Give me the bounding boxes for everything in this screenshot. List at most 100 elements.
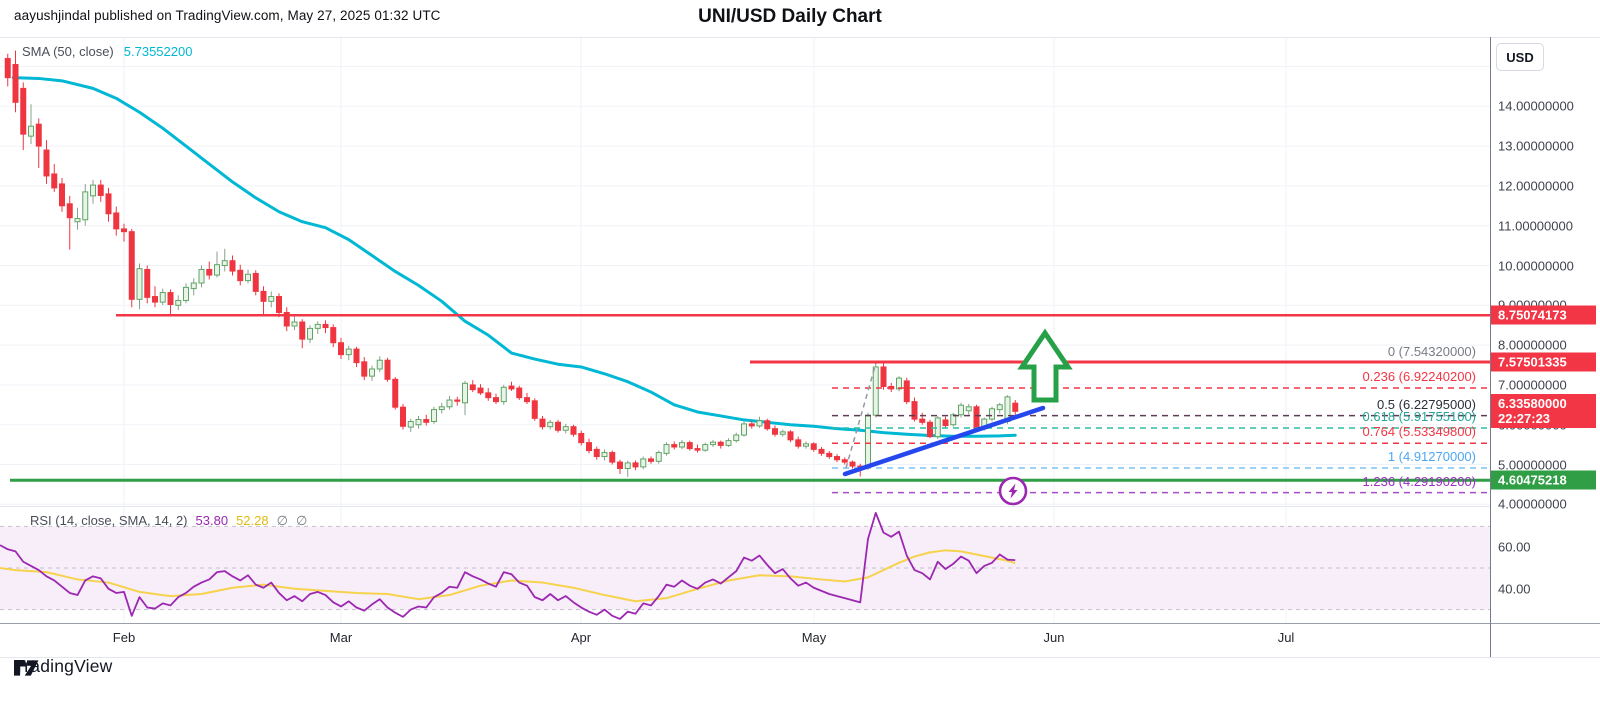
widget-bottom-border (0, 657, 1600, 658)
candle-down (849, 461, 856, 467)
candle-up (214, 264, 220, 276)
time-axis-label-jul: Jul (1277, 630, 1295, 645)
time-axis-label-may: May (801, 630, 827, 645)
up-arrow-annotation[interactable] (1017, 328, 1073, 403)
candle-down (810, 443, 817, 450)
fib-anchor-diagonal[interactable] (845, 362, 877, 469)
pane-separator[interactable] (0, 506, 1490, 507)
price-axis-tick: 14.00000000 (1498, 98, 1574, 114)
candle-up (989, 408, 995, 420)
candle-up (733, 434, 740, 442)
candle-up (958, 404, 964, 416)
candle-down (493, 397, 499, 403)
candle-up (950, 414, 957, 426)
candle-down (903, 380, 910, 403)
price-axis-border[interactable] (1490, 37, 1491, 657)
candle-down (1012, 402, 1019, 412)
candle-up (268, 296, 275, 302)
sma-legend-label: SMA (50, close) (22, 44, 114, 59)
candle-up (431, 409, 437, 423)
candle-down (353, 348, 360, 364)
candle-up (996, 404, 1003, 411)
candle-down (485, 392, 492, 399)
bar-countdown-timer: 22:27:23 (1498, 411, 1551, 427)
candle-up (245, 273, 251, 282)
candle-down (12, 64, 19, 103)
time-axis-label-mar: Mar (329, 630, 353, 645)
candle-down (508, 385, 515, 390)
pane-top-border (0, 37, 1600, 38)
candle-down (384, 359, 391, 380)
candle-up (779, 431, 786, 435)
candle-down (66, 203, 73, 219)
candle-up (28, 125, 34, 137)
candle-down (617, 461, 623, 469)
candle-down (609, 452, 616, 463)
candle-up (82, 191, 89, 221)
candle-down (121, 228, 127, 233)
candle-down (206, 268, 213, 276)
candle-down (97, 184, 104, 196)
ascending-trendline[interactable] (842, 405, 1046, 477)
candle-up (159, 292, 166, 303)
price-level-badge: 7.57501335 (1491, 352, 1596, 372)
candle-down (299, 321, 306, 340)
candle-up (90, 184, 96, 197)
price-axis-tick: 5.00000000 (1498, 457, 1567, 472)
candle-down (911, 401, 918, 420)
candle-down (4, 58, 11, 79)
candle-down (531, 400, 538, 419)
rsi-sma-line (0, 549, 1016, 603)
candle-down (524, 397, 530, 403)
candle-down (469, 384, 476, 391)
candle-up (756, 420, 763, 427)
candle-down (927, 421, 933, 438)
publish-byline: aayushjindal published on TradingView.co… (14, 8, 441, 23)
candle-up (198, 268, 205, 284)
candle-down (361, 361, 368, 377)
rsi-axis-tick: 60.00 (1498, 539, 1531, 555)
candle-down (105, 193, 112, 215)
sma-legend-value: 5.73552200 (123, 44, 193, 59)
lightning-bolt-glyph (1008, 483, 1018, 499)
candle-down (841, 459, 848, 463)
candle-up (446, 399, 453, 408)
candle-down (260, 290, 267, 302)
fib-level-label-1.236: 1.236 (4.29190200) (1362, 473, 1476, 489)
candle-down (338, 342, 344, 356)
candle-up (314, 323, 321, 329)
candle-up (896, 377, 902, 390)
candle-up (965, 406, 972, 412)
rsi-legend-label: RSI (14, close, SMA, 14, 2) (30, 513, 188, 528)
fib-level-label-0.618: 0.618 (5.91755100) (1362, 408, 1476, 424)
price-level-badge: 4.60475218 (1491, 470, 1596, 490)
fib-level-label-0.5: 0.5 (6.22795000) (1376, 396, 1476, 412)
currency-toggle-button[interactable]: USD (1496, 43, 1544, 71)
candle-up (624, 462, 631, 469)
rsi-legend-value: 53.80 (195, 513, 229, 528)
rsi-sma-legend-value: 52.28 (236, 513, 269, 528)
tradingview-watermark[interactable]: TradingView (14, 656, 113, 677)
candle-up (291, 321, 298, 327)
candle-down (717, 441, 724, 446)
candle-down (330, 327, 337, 344)
candle-up (307, 327, 313, 340)
candle-up (663, 444, 670, 454)
candle-down (152, 296, 158, 303)
price-badge-value: 4.60475218 (1498, 472, 1567, 488)
candle-down (942, 419, 949, 426)
price-axis-tick: 13.00000000 (1498, 138, 1574, 154)
last-price-badge: 6.33580000 22:27:23 (1491, 394, 1596, 429)
candle-down (276, 296, 282, 313)
tradingview-watermark-text: TradingView (14, 656, 113, 676)
candle-up (710, 441, 716, 446)
candle-up (803, 443, 809, 447)
price-badge-value: 8.75074173 (1498, 307, 1567, 323)
candle-up (872, 366, 879, 416)
candle-down (20, 87, 27, 135)
candle-up (345, 348, 352, 356)
candle-up (369, 368, 375, 377)
candle-up (562, 426, 569, 431)
